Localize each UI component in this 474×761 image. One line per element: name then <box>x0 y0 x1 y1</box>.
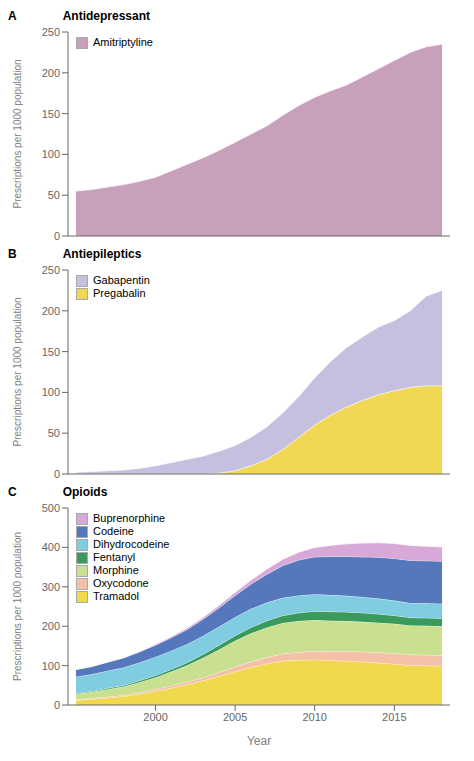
svg-text:200: 200 <box>42 67 60 79</box>
svg-text:Prescriptions per 1000 populat: Prescriptions per 1000 population <box>12 298 23 447</box>
svg-text:0: 0 <box>54 699 60 711</box>
svg-text:200: 200 <box>42 305 60 317</box>
svg-text:100: 100 <box>42 148 60 160</box>
svg-text:100: 100 <box>42 660 60 672</box>
svg-text:2005: 2005 <box>223 711 247 723</box>
svg-text:300: 300 <box>42 581 60 593</box>
html-text:Dihydrocodeine: Dihydrocodeine <box>93 538 170 550</box>
svg-text:Prescriptions per 1000 populat: Prescriptions per 1000 population <box>12 532 23 681</box>
svg-text:100: 100 <box>42 386 60 398</box>
svg-text:50: 50 <box>48 189 60 201</box>
svg-text:2015: 2015 <box>382 711 406 723</box>
html-text:Gabapentin: Gabapentin <box>93 274 150 286</box>
svg-text:Prescriptions per 1000 populat: Prescriptions per 1000 population <box>12 60 23 209</box>
html-text:Fentanyl: Fentanyl <box>93 551 136 563</box>
html-text:Antiepileptics: Antiepileptics <box>62 247 142 261</box>
svg-text:150: 150 <box>42 108 60 120</box>
svg-text:50: 50 <box>48 427 60 439</box>
html-text:B: B <box>8 247 17 261</box>
svg-text:200: 200 <box>42 620 60 632</box>
html-text:Pregabalin: Pregabalin <box>93 287 146 299</box>
svg-text:150: 150 <box>42 346 60 358</box>
html-text:Opioids: Opioids <box>62 485 108 499</box>
html-text:Buprenorphine: Buprenorphine <box>93 512 166 524</box>
svg-text:0: 0 <box>54 230 60 242</box>
html-text:Tramadol: Tramadol <box>93 590 140 602</box>
svg-text:250: 250 <box>42 264 60 276</box>
html-text:Antidepressant: Antidepressant <box>62 9 150 23</box>
svg-text:2010: 2010 <box>302 711 326 723</box>
html-text:Amitriptyline: Amitriptyline <box>93 36 153 48</box>
svg-text:2000: 2000 <box>143 711 167 723</box>
html-text:C: C <box>8 485 17 499</box>
svg-text:0: 0 <box>54 468 60 480</box>
html-text:A: A <box>8 9 17 23</box>
svg-text:400: 400 <box>42 541 60 553</box>
svg-text:Year: Year <box>247 734 271 745</box>
html-text:Oxycodone: Oxycodone <box>93 577 149 589</box>
svg-text:500: 500 <box>42 502 60 514</box>
html-text:Morphine: Morphine <box>93 564 139 576</box>
html-text:Codeine: Codeine <box>93 525 134 537</box>
svg-text:250: 250 <box>42 26 60 38</box>
